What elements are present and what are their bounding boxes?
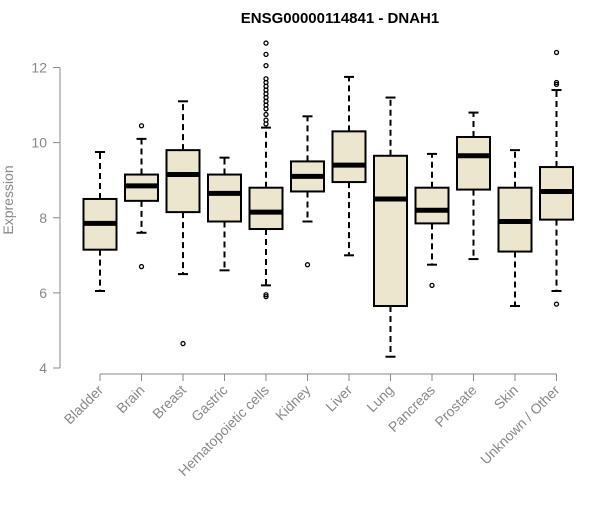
box-liver	[331, 75, 367, 257]
box-prostate	[456, 111, 491, 261]
x-tick-label: Unknown / Other	[477, 382, 563, 468]
box-unknown-other	[539, 49, 574, 307]
x-tick-label: Kidney	[272, 382, 314, 424]
x-tick-label: Liver	[322, 382, 355, 415]
outlier-point	[263, 117, 269, 123]
outlier-point	[304, 262, 311, 268]
outlier-point	[263, 62, 269, 69]
outlier-point	[138, 263, 145, 270]
box-gastric	[207, 156, 242, 272]
box-lung	[373, 96, 408, 358]
x-tick-label: Breast	[149, 382, 189, 422]
box-breast	[165, 100, 201, 347]
box-skin	[497, 149, 533, 308]
chart-title: ENSG00000114841 - DNAH1	[241, 10, 439, 27]
y-tick-label: 4	[39, 360, 47, 376]
iqr-box	[207, 173, 242, 223]
box-pancreas	[414, 152, 450, 289]
box-hematopoietic-cells	[248, 40, 284, 300]
outlier-point	[138, 123, 145, 129]
iqr-box	[373, 154, 408, 308]
y-axis-label: Expression	[0, 165, 16, 234]
y-tick-label: 12	[31, 60, 47, 76]
y-tick-label: 10	[31, 135, 47, 151]
x-tick-label: Skin	[491, 382, 522, 413]
box-kidney	[290, 115, 325, 268]
outlier-point	[553, 301, 560, 307]
outlier-point	[553, 79, 560, 86]
outlier-point	[263, 293, 269, 300]
outlier-point	[263, 51, 269, 58]
y-tick-label: 8	[39, 210, 47, 226]
outlier-point	[263, 111, 269, 118]
outlier-point	[553, 81, 560, 88]
iqr-box	[414, 186, 450, 225]
x-tick-label: Brain	[113, 382, 147, 416]
x-tick-label: Bladder	[61, 382, 107, 428]
outlier-point	[263, 292, 269, 298]
iqr-box	[331, 130, 367, 184]
outlier-point	[263, 76, 269, 82]
box-brain	[124, 123, 159, 270]
iqr-box	[165, 149, 201, 214]
x-tick-label: Prostate	[431, 382, 479, 430]
iqr-box	[248, 186, 284, 231]
outlier-point	[429, 282, 435, 289]
x-tick-label: Lung	[363, 382, 396, 415]
iqr-box	[456, 135, 491, 191]
y-axis: 4 6 8 10 12	[31, 60, 61, 376]
boxes-group	[82, 40, 574, 358]
box-bladder	[82, 151, 118, 292]
outlier-point	[263, 40, 269, 46]
outlier-point	[180, 340, 186, 347]
y-tick-label: 6	[39, 285, 47, 301]
outlier-point	[553, 49, 560, 56]
